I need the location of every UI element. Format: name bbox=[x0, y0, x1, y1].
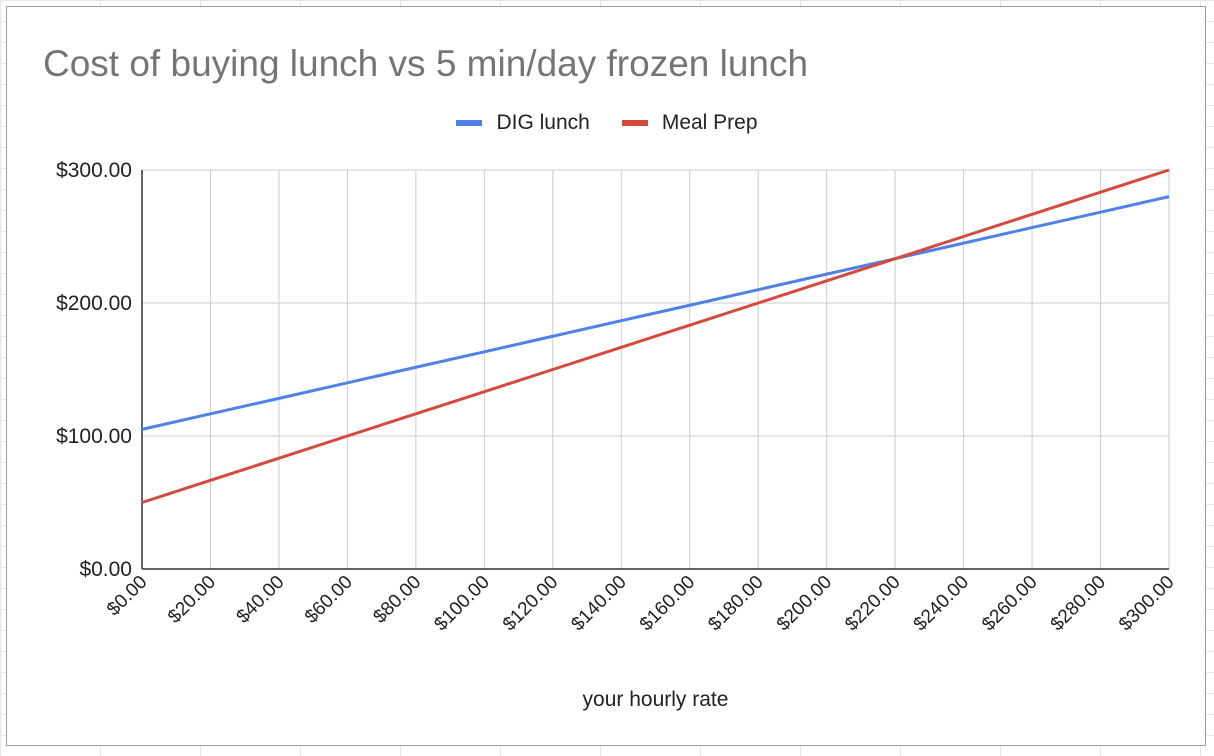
x-tick-label: $20.00 bbox=[164, 572, 220, 628]
x-tick-label: $220.00 bbox=[841, 572, 904, 635]
x-tick-label: $280.00 bbox=[1047, 572, 1110, 635]
y-tick-label: $300.00 bbox=[56, 159, 132, 182]
x-tick-label: $200.00 bbox=[773, 572, 836, 635]
x-tick-label: $60.00 bbox=[301, 572, 357, 628]
x-tick-label: $300.00 bbox=[1115, 572, 1178, 635]
y-tick-label: $200.00 bbox=[56, 292, 132, 315]
x-tick-label: $100.00 bbox=[430, 572, 493, 635]
series-line-dig-lunch bbox=[141, 195, 1170, 431]
legend-label-meal-prep: Meal Prep bbox=[661, 111, 758, 134]
x-tick-label: $80.00 bbox=[369, 572, 425, 628]
chart-container[interactable]: Cost of buying lunch vs 5 min/day frozen… bbox=[6, 6, 1206, 746]
y-tick-label: $0.00 bbox=[79, 558, 132, 581]
x-tick-label: $120.00 bbox=[499, 572, 562, 635]
x-tick-label: $260.00 bbox=[978, 572, 1041, 635]
chart-legend: DIG lunch Meal Prep bbox=[7, 111, 1207, 135]
y-tick-label: $100.00 bbox=[56, 425, 132, 448]
legend-item-meal-prep[interactable]: Meal Prep bbox=[621, 111, 758, 135]
series-line-meal-prep bbox=[141, 168, 1170, 504]
chart-title: Cost of buying lunch vs 5 min/day frozen… bbox=[43, 43, 809, 84]
x-tick-label: $140.00 bbox=[567, 572, 630, 635]
x-tick-label: $40.00 bbox=[233, 572, 289, 628]
x-tick-label: $240.00 bbox=[910, 572, 973, 635]
legend-label-dig-lunch: DIG lunch bbox=[496, 111, 590, 134]
x-tick-label: $180.00 bbox=[704, 572, 767, 635]
x-tick-label: $160.00 bbox=[636, 572, 699, 635]
x-axis-title: your hourly rate bbox=[583, 688, 729, 711]
plot-area: $0.00$100.00$200.00$300.00$0.00 $20.00 $40… bbox=[56, 159, 1178, 711]
legend-swatch-meal-prep bbox=[621, 120, 648, 126]
legend-swatch-dig-lunch bbox=[456, 120, 483, 126]
legend-item-dig-lunch[interactable]: DIG lunch bbox=[456, 111, 590, 135]
